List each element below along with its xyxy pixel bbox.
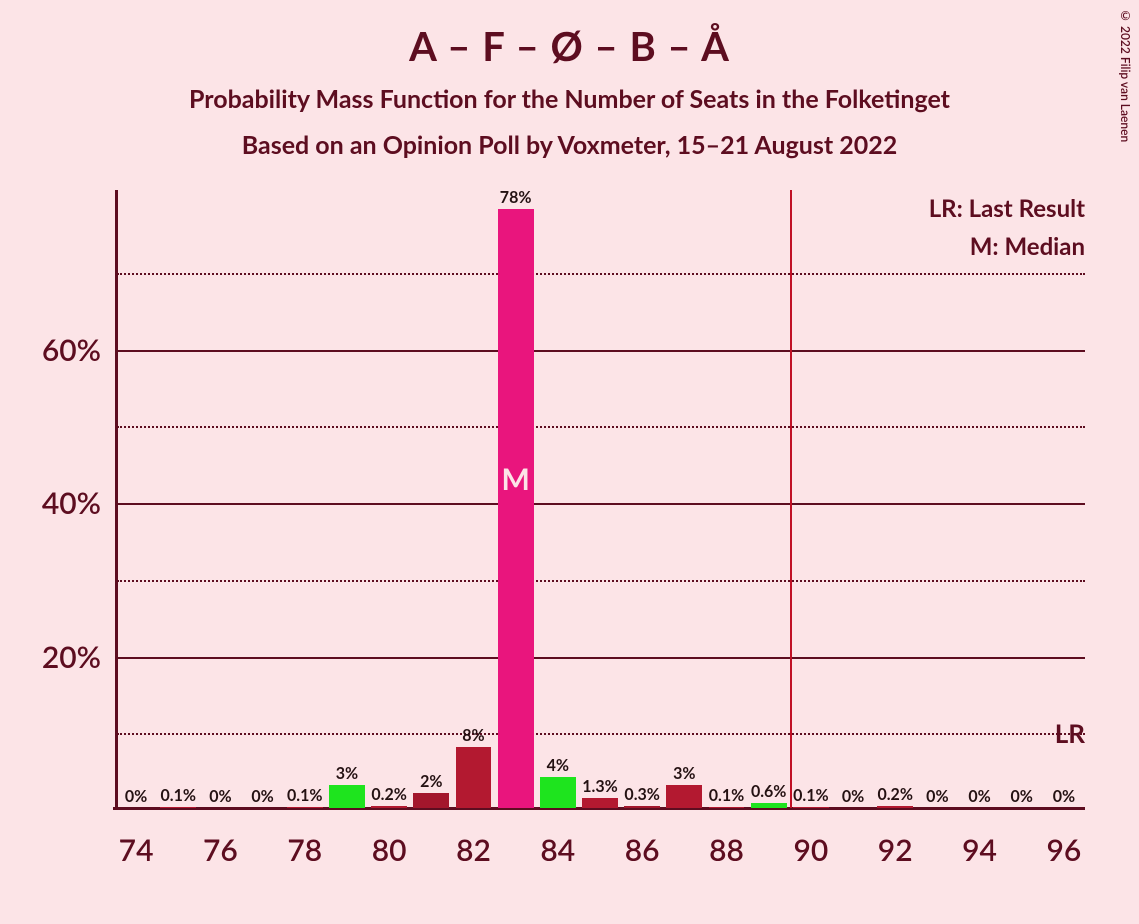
pmf-bar-label: 3% <box>673 764 695 783</box>
x-axis-tick-label: 96 <box>1047 832 1082 868</box>
x-axis-tick-label: 82 <box>456 832 491 868</box>
pmf-bar: 0.1% <box>160 807 196 808</box>
pmf-bar-label: 0% <box>1011 787 1033 806</box>
pmf-bar: 3% <box>666 785 702 808</box>
pmf-bar-label: 1.3% <box>582 777 617 796</box>
pmf-bar-label: 0.2% <box>371 785 406 804</box>
pmf-bar: 2% <box>413 793 449 808</box>
pmf-bar: 0.1% <box>793 807 829 808</box>
x-axis-tick-label: 78 <box>287 832 322 868</box>
pmf-bar-label: 0% <box>125 787 147 806</box>
pmf-bar-label: 0% <box>251 787 273 806</box>
x-axis-tick-label: 90 <box>793 832 828 868</box>
pmf-bar: 78%M <box>498 209 534 808</box>
pmf-bar-label: 8% <box>462 726 484 745</box>
pmf-bar: 1.3% <box>582 798 618 808</box>
copyright-text: © 2022 Filip van Laenen <box>1118 8 1133 142</box>
x-axis-tick-label: 86 <box>625 832 660 868</box>
x-axis-tick-label: 84 <box>540 832 575 868</box>
pmf-bar-label: 0.1% <box>793 786 828 805</box>
x-axis-tick-label: 74 <box>119 832 154 868</box>
pmf-bar-label: 0% <box>968 787 990 806</box>
y-axis-line <box>115 190 118 810</box>
gridline-minor <box>117 273 1085 275</box>
pmf-bar-label: 0.1% <box>287 786 322 805</box>
x-axis-tick-label: 80 <box>372 832 407 868</box>
gridline-major <box>117 350 1085 352</box>
pmf-bar-label: 0% <box>209 787 231 806</box>
legend-m: M: Median <box>970 232 1085 261</box>
pmf-bar-label: 0% <box>1053 787 1075 806</box>
legend-lr: LR: Last Result <box>929 194 1085 223</box>
pmf-bar: 0.1% <box>287 807 323 808</box>
gridline-minor <box>117 426 1085 428</box>
subtitle-line-2: Based on an Opinion Poll by Voxmeter, 15… <box>0 130 1139 160</box>
pmf-bar-label: 0% <box>842 787 864 806</box>
pmf-bar: 0.2% <box>877 806 913 808</box>
pmf-bar: 8% <box>456 747 492 808</box>
y-axis-tick-label: 40% <box>42 485 101 521</box>
pmf-bar-label: 2% <box>420 772 442 791</box>
pmf-bar: 0.6% <box>751 803 787 808</box>
x-axis-tick-label: 88 <box>709 832 744 868</box>
y-axis-tick-label: 60% <box>42 332 101 368</box>
pmf-bar: 3% <box>329 785 365 808</box>
pmf-bar-label: 0.6% <box>751 782 786 801</box>
pmf-bar: 0.1% <box>709 807 745 808</box>
x-axis-tick-label: 92 <box>878 832 913 868</box>
pmf-bar-label: 0.1% <box>161 786 196 805</box>
pmf-bar-label: 3% <box>336 764 358 783</box>
pmf-bar-label: 0.1% <box>709 786 744 805</box>
pmf-bar: 0.3% <box>624 806 660 808</box>
pmf-bar-label: 0.2% <box>877 785 912 804</box>
lr-line-label: LR <box>1055 717 1085 749</box>
main-title: A – F – Ø – B – Å <box>0 0 1139 70</box>
pmf-bar-chart: LR: Last Result M: Median 20%40%60%74767… <box>115 196 1085 810</box>
gridline-minor <box>117 580 1085 582</box>
pmf-bar: 0.2% <box>371 806 407 808</box>
y-axis-tick-label: 20% <box>42 639 101 675</box>
median-marker: M <box>501 461 529 497</box>
pmf-bar-label: 0.3% <box>624 785 659 804</box>
gridline-minor <box>117 733 1085 735</box>
lr-vertical-line <box>790 190 792 808</box>
x-axis-tick-label: 76 <box>203 832 238 868</box>
pmf-bar-label: 4% <box>547 756 569 775</box>
pmf-bar: 4% <box>540 777 576 808</box>
gridline-major <box>117 657 1085 659</box>
x-axis-tick-label: 94 <box>962 832 997 868</box>
subtitle-line-1: Probability Mass Function for the Number… <box>0 84 1139 114</box>
gridline-major <box>117 503 1085 505</box>
pmf-bar-label: 78% <box>500 188 532 207</box>
pmf-bar-label: 0% <box>926 787 948 806</box>
